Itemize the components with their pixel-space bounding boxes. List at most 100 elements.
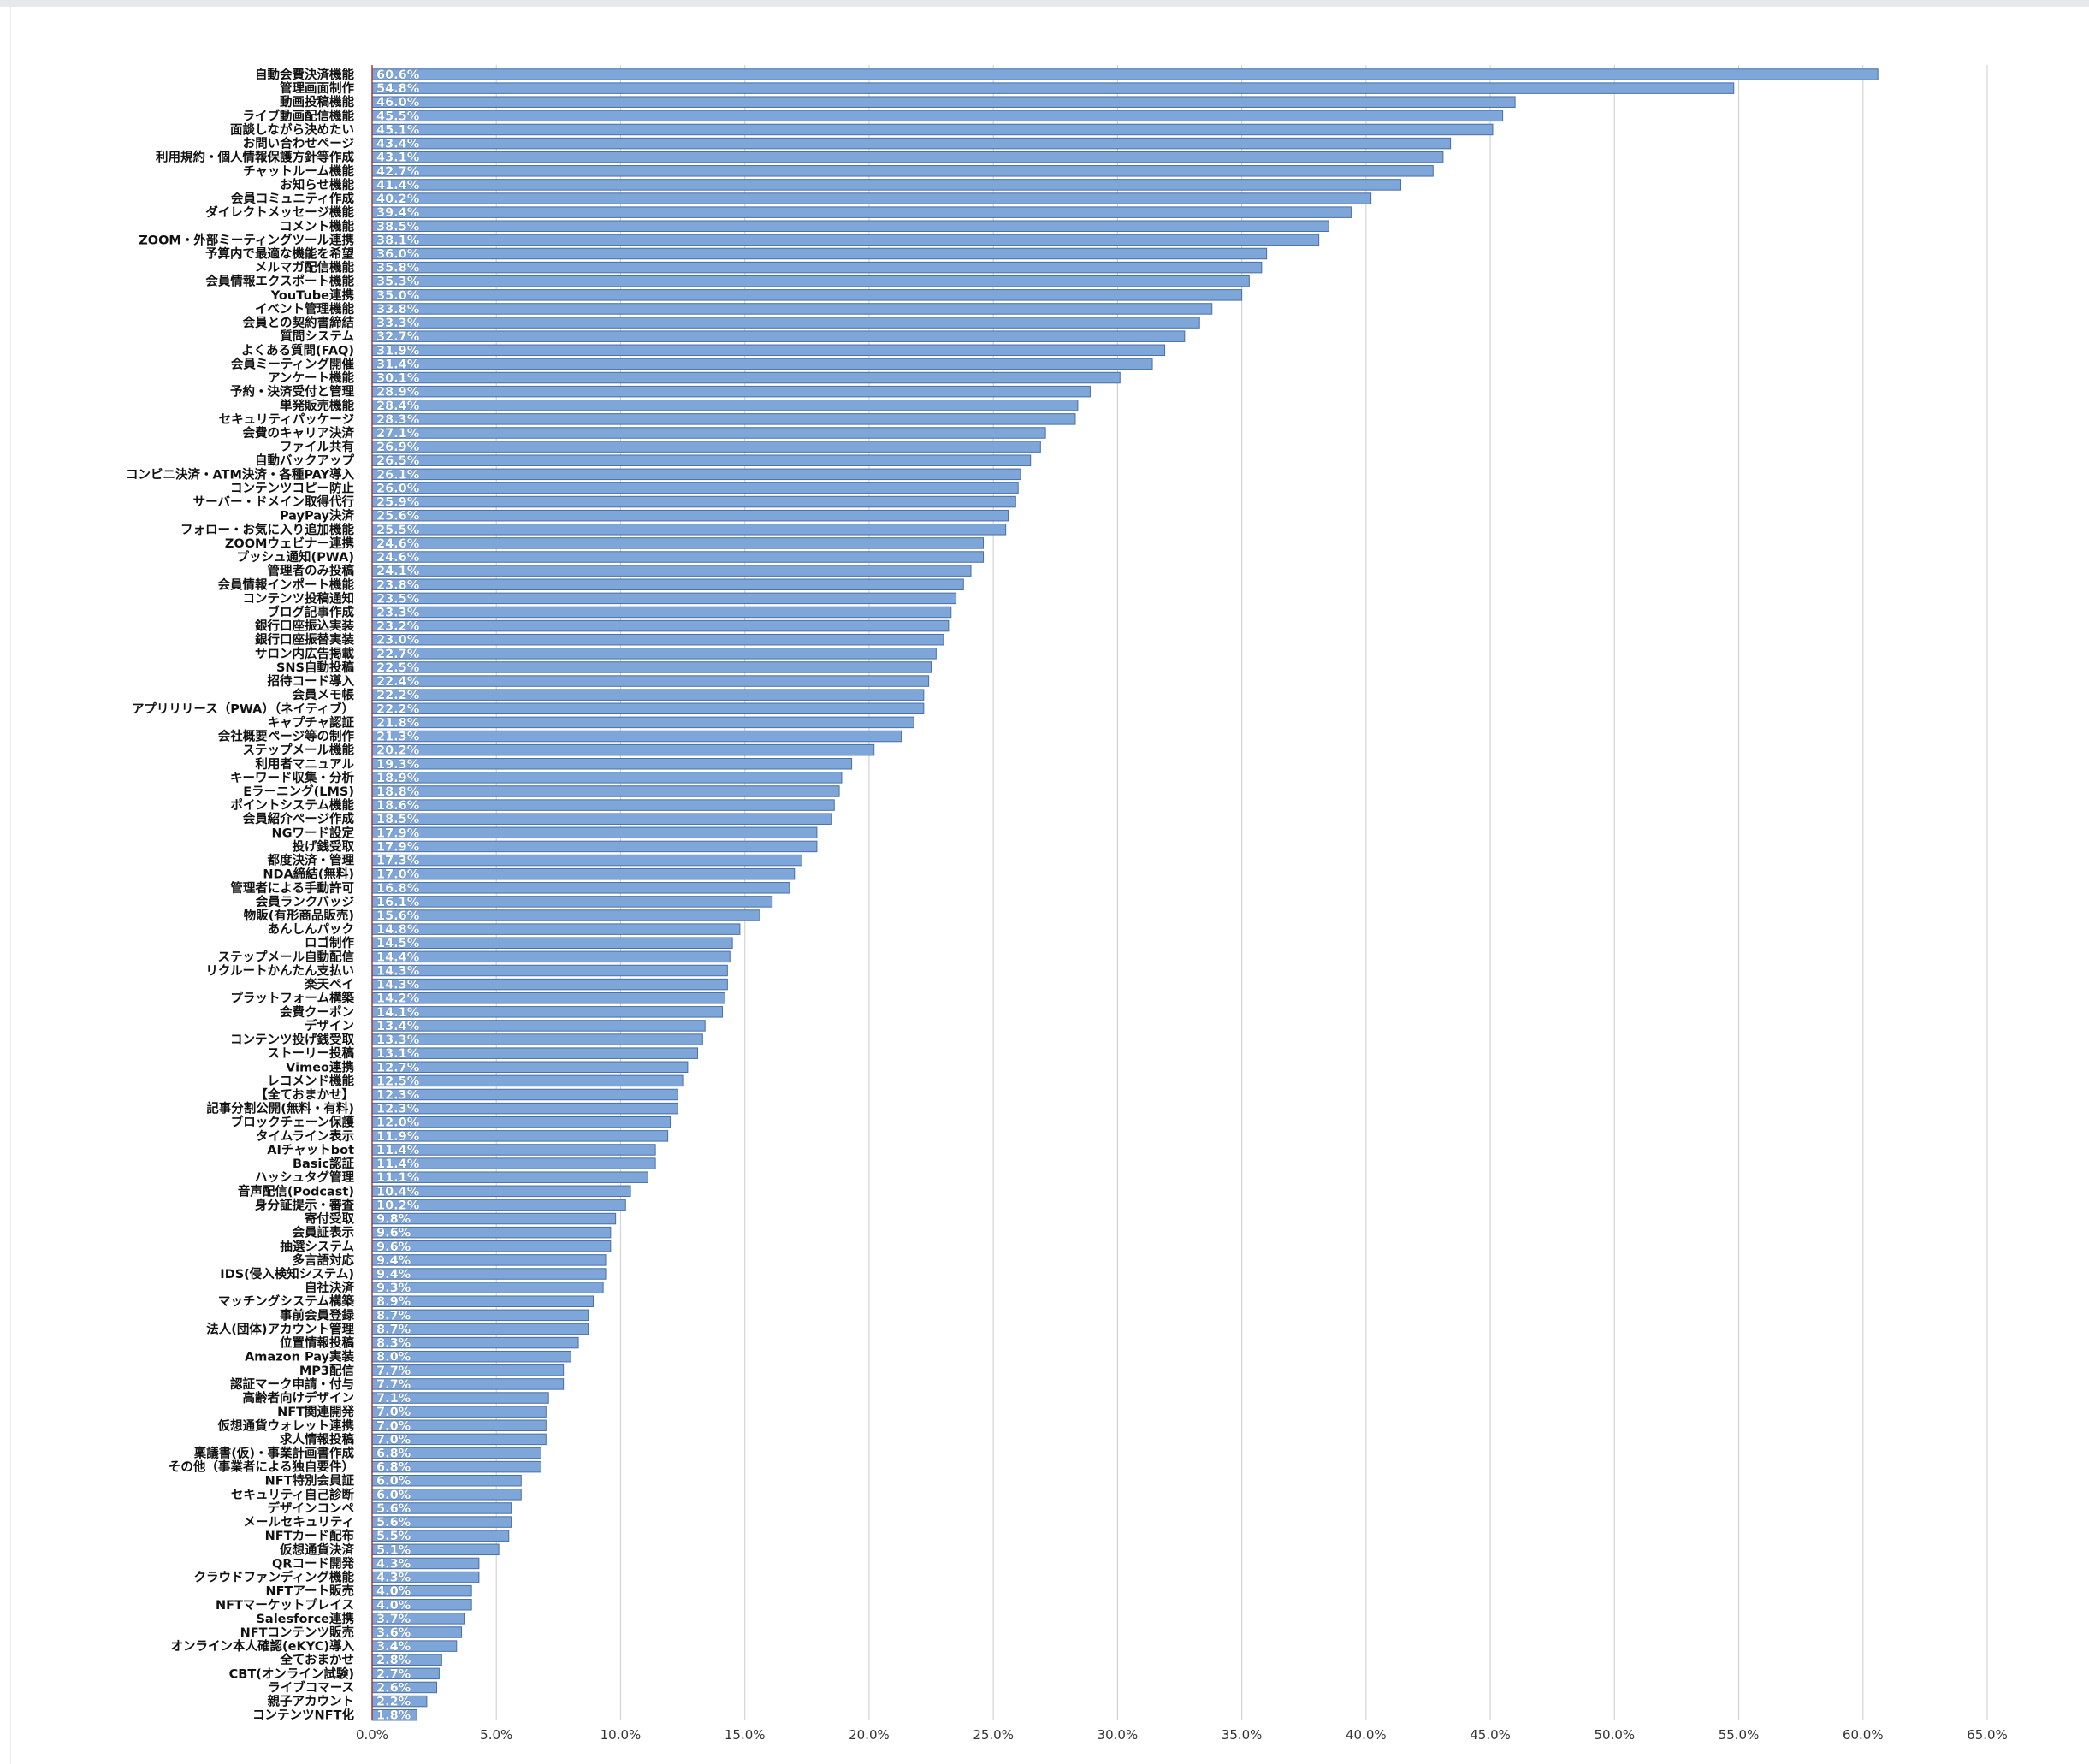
value-label: 12.3% (376, 1103, 420, 1116)
value-label: 23.3% (376, 606, 420, 619)
x-tick-label: 20.0% (849, 1727, 890, 1743)
category-label: キャプチャ認証 (268, 714, 355, 730)
bar (371, 826, 818, 839)
value-label: 15.6% (376, 909, 420, 923)
category-label: ステップメール自動配信 (218, 949, 355, 964)
bar (371, 495, 1016, 508)
category-label: 身分証提示・審査 (255, 1197, 354, 1212)
value-label: 43.4% (376, 138, 420, 151)
bar (371, 110, 1504, 122)
value-label: 35.3% (376, 275, 420, 289)
category-label: メールセキュリティ (243, 1515, 354, 1530)
value-label: 30.1% (376, 372, 420, 386)
bar (371, 992, 725, 1004)
category-label: ロゴ制作 (305, 935, 354, 950)
x-tick-label: 0.0% (356, 1727, 388, 1743)
category-label: 利用者マニュアル (255, 756, 354, 772)
category-label: プラットフォーム構築 (230, 991, 354, 1006)
category-label: 予約・決済受付と管理 (230, 384, 354, 400)
x-tick-label-layer: 0.0% 5.0% 10.0% 15.0% 20.0% 25.0% 30.0% 35.0% 40… (356, 1727, 2008, 1743)
category-label: ファイル共有 (280, 439, 354, 454)
category-label: 会員紹介ページ作成 (243, 811, 355, 826)
left-gutter (0, 7, 11, 1764)
value-label: 6.0% (376, 1475, 411, 1489)
category-label: 会員メモ帳 (293, 687, 355, 702)
value-label: 3.4% (376, 1640, 411, 1654)
category-label: ストーリー投稿 (268, 1045, 355, 1061)
x-tick-label: 50.0% (1594, 1727, 1635, 1743)
category-label: 銀行口座振込実装 (255, 619, 354, 634)
bar (371, 964, 728, 977)
value-label: 1.8% (376, 1709, 411, 1723)
category-label: YouTube連携 (270, 287, 354, 303)
bar (371, 606, 952, 619)
category-label: 親子アカウント (268, 1694, 355, 1709)
category-label: 会員との契約書締結 (243, 315, 355, 330)
value-label: 54.8% (376, 82, 420, 96)
value-label: 38.1% (376, 234, 420, 247)
category-label: 楽天ペイ (305, 977, 354, 992)
value-label: 25.5% (376, 524, 420, 537)
value-label: 4.3% (376, 1557, 411, 1571)
category-label: 寄付受取 (305, 1211, 354, 1227)
category-label: 管理者による手動許可 (230, 880, 354, 896)
value-label: 14.8% (376, 923, 420, 937)
category-label: 法人(団体)アカウント管理 (206, 1321, 354, 1336)
category-label: 多言語対応 (293, 1252, 355, 1268)
x-tick-label: 55.0% (1719, 1727, 1760, 1743)
value-label: 25.6% (376, 510, 420, 524)
category-label: フォロー・お気に入り追加機能 (180, 522, 354, 537)
value-label: 12.0% (376, 1116, 420, 1130)
value-label: 22.7% (376, 648, 420, 661)
bar (371, 165, 1434, 177)
value-label: 27.1% (376, 427, 420, 441)
window-top-strip (0, 0, 2089, 7)
value-label: 8.9% (376, 1295, 411, 1309)
category-label: クラウドファンディング機能 (194, 1570, 355, 1585)
bar (371, 772, 843, 784)
category-label: NGワード設定 (271, 825, 354, 840)
value-label: 18.5% (376, 813, 420, 826)
category-label: 稟議書(仮)・事業計画書作成 (194, 1446, 355, 1461)
value-label: 9.6% (376, 1227, 411, 1240)
category-label: よくある質問(FAQ) (241, 342, 354, 358)
bar (371, 799, 835, 811)
category-label: Basic認証 (293, 1156, 355, 1171)
value-label: 4.0% (376, 1599, 411, 1613)
value-label: 5.6% (376, 1516, 411, 1530)
value-label: 9.4% (376, 1254, 411, 1268)
bar (371, 840, 818, 853)
bar (371, 371, 1121, 384)
value-label: 14.5% (376, 937, 420, 950)
category-label: ポイントシステム機能 (230, 797, 354, 813)
bar (371, 385, 1091, 398)
value-label-layer: 60.6%54.8%46.0%45.5%45.1%43.4%43.1%42.7%… (376, 68, 420, 1723)
category-label: サーバー・ドメイン取得代行 (193, 494, 355, 510)
category-label: 仮想通貨ウォレット連携 (217, 1418, 355, 1433)
category-label: ダイレクトメッセージ機能 (205, 204, 354, 220)
x-tick-label: 25.0% (973, 1727, 1014, 1743)
bar (371, 137, 1452, 150)
bar (371, 785, 840, 797)
category-label: 単発販売機能 (280, 398, 354, 413)
bar (371, 867, 796, 880)
value-label: 14.2% (376, 992, 420, 1006)
value-label: 5.6% (376, 1502, 411, 1516)
bar (371, 468, 1021, 481)
value-label: 46.0% (376, 96, 420, 110)
value-label: 11.4% (376, 1144, 420, 1157)
value-label: 22.5% (376, 661, 420, 675)
value-label: 8.7% (376, 1309, 411, 1323)
value-label: 10.2% (376, 1199, 420, 1212)
bar (371, 96, 1516, 108)
category-label: レコメンド機能 (268, 1073, 355, 1088)
bar (371, 702, 925, 715)
bar (371, 923, 741, 935)
bar (371, 330, 1186, 342)
value-label: 12.7% (376, 1061, 420, 1074)
category-label: マッチングシステム構築 (218, 1293, 355, 1309)
value-label: 14.4% (376, 950, 420, 964)
bar (371, 592, 957, 605)
bar (371, 123, 1494, 136)
